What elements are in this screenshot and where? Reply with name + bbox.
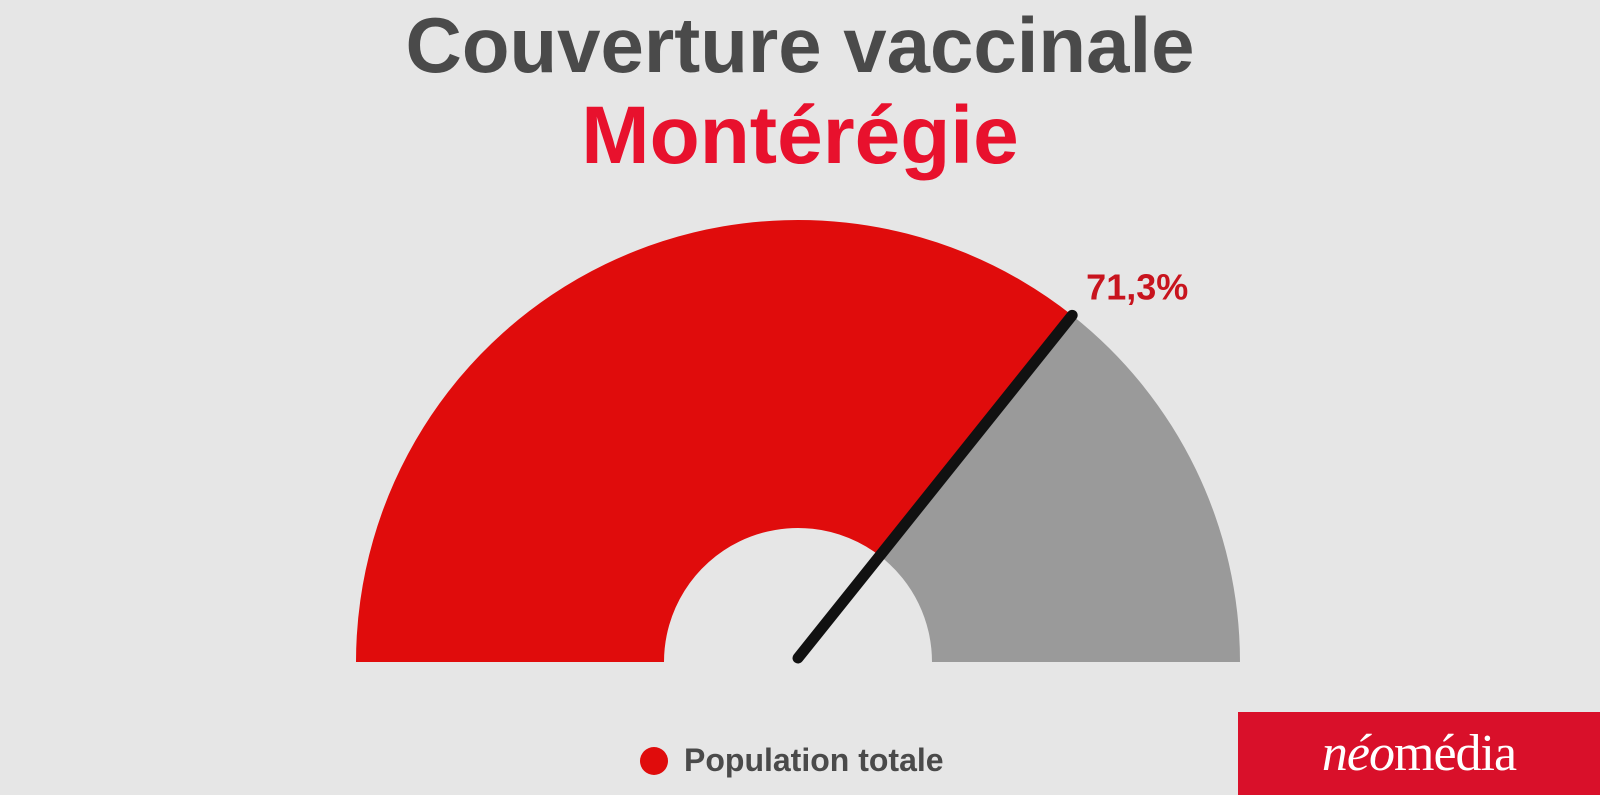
gauge-remaining-arc: [881, 315, 1240, 662]
logo-part-media: média: [1394, 725, 1517, 782]
gauge-needle: [792, 309, 1078, 664]
legend-label: Population totale: [684, 742, 944, 778]
legend-swatch: [640, 746, 668, 775]
legend: Population totale: [640, 742, 944, 779]
chart-title: Couverture vaccinale: [405, 1, 1195, 89]
logo-part-neo: néo: [1321, 725, 1395, 782]
gauge-value-label: 71,3%: [1086, 266, 1188, 307]
neomedia-logo: néo média: [1238, 712, 1600, 795]
chart-subtitle: Montérégie: [581, 90, 1019, 181]
gauge-filled-arc: [356, 220, 1073, 662]
